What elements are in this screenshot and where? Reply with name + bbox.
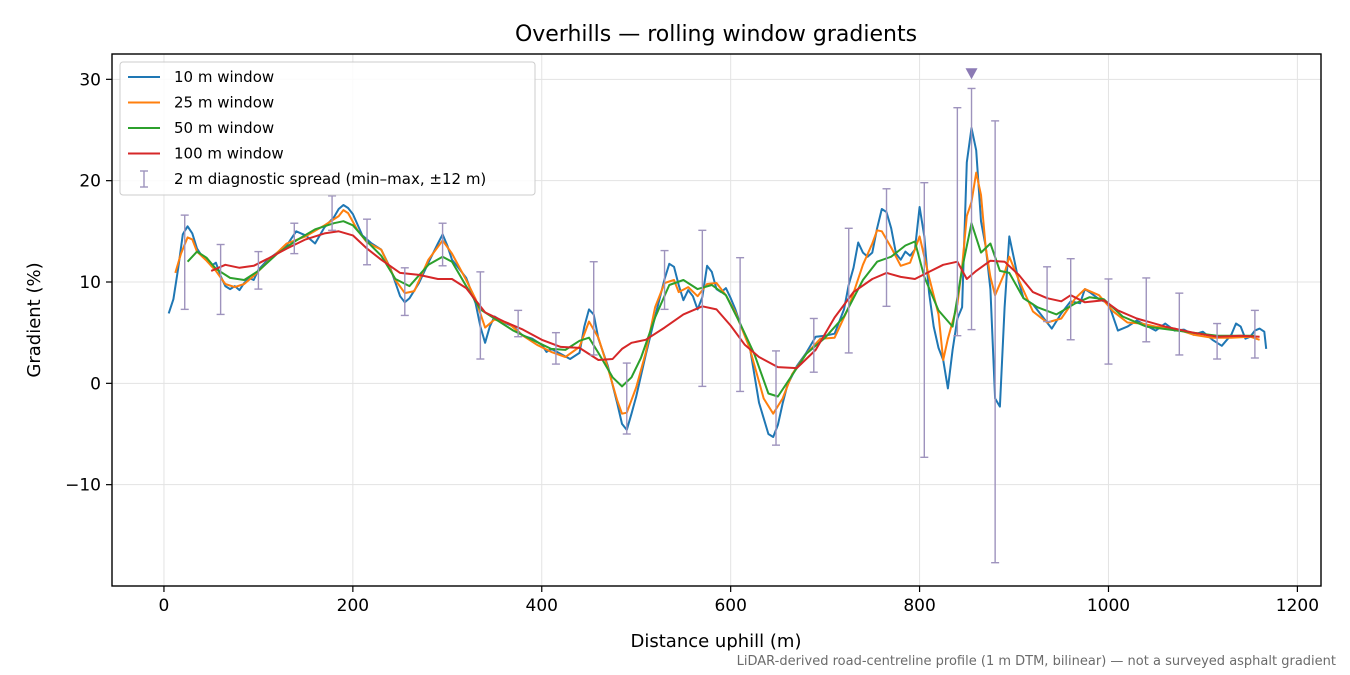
legend-label: 100 m window (174, 145, 284, 163)
y-tick-label: 10 (79, 273, 101, 293)
errorbar (967, 87, 976, 331)
errorbar (622, 362, 631, 435)
legend-frame (119, 61, 536, 196)
series-line-2 (174, 171, 1260, 415)
legend-label: 10 m window (174, 68, 274, 86)
errorbar (736, 256, 745, 393)
x-tick-label: 0 (159, 596, 170, 616)
errorbar (363, 218, 372, 266)
series-line-4 (210, 230, 1260, 370)
errorbar (809, 317, 818, 373)
y-tick-label: −10 (65, 476, 101, 496)
x-tick-label: 200 (337, 596, 369, 616)
y-axis-label: Gradient (%) (24, 262, 45, 377)
errorbar (514, 309, 523, 338)
x-tick-label: 400 (526, 596, 558, 616)
x-tick-label: 1000 (1087, 596, 1130, 616)
plot-frame (111, 53, 1322, 587)
x-axis-label: Distance uphill (m) (631, 631, 802, 652)
peak-marker-icon (965, 68, 978, 80)
chart-title: Overhills — rolling window gradients (515, 22, 917, 47)
x-axis-ticks: 0 200 400 600 800 1000 1200 (159, 586, 1319, 616)
errorbar (1043, 266, 1052, 323)
legend-label: 50 m window (174, 119, 274, 137)
errorbar (1066, 257, 1075, 341)
y-axis-ticks: −10 0 10 20 30 (65, 70, 112, 496)
errorbar (476, 271, 485, 360)
errorbar (1142, 277, 1151, 343)
x-tick-label: 800 (903, 596, 935, 616)
series-line-3 (186, 220, 1255, 398)
errorbar (882, 188, 891, 308)
errorbar (772, 350, 781, 446)
errorbar (953, 107, 962, 337)
errorbar (290, 222, 299, 255)
errorbar (180, 214, 189, 311)
diagnostic-spread-errorbars (180, 87, 1259, 564)
x-tick-label: 1200 (1276, 596, 1319, 616)
y-tick-label: 20 (79, 172, 101, 192)
legend: 10 m window 25 m window 50 m window 100 m w… (119, 61, 536, 196)
errorbar (1250, 309, 1259, 359)
peak-marker-layer (965, 68, 978, 80)
errorbar (991, 120, 1000, 564)
y-tick-label: 30 (79, 70, 101, 90)
errorbar (589, 261, 598, 356)
errorbar (660, 249, 669, 311)
y-tick-label: 0 (90, 374, 101, 394)
errorbar (698, 229, 707, 388)
errorbar (551, 331, 560, 365)
x-tick-label: 600 (714, 596, 746, 616)
errorbar (328, 195, 337, 232)
chart-footnote: LiDAR-derived road-centreline profile (1… (737, 654, 1336, 669)
errorbar (844, 227, 853, 354)
errorbar (400, 267, 409, 317)
errorbar (1104, 278, 1113, 365)
legend-label: 25 m window (174, 94, 274, 112)
errorbar (254, 250, 263, 290)
errorbar (1175, 292, 1184, 356)
legend-label: 2 m diagnostic spread (min–max, ±12 m) (174, 170, 486, 188)
errorbar (216, 243, 225, 316)
plot-series (167, 127, 1268, 438)
errorbar (438, 222, 447, 267)
errorbar (920, 181, 929, 459)
errorbar (1213, 322, 1222, 360)
